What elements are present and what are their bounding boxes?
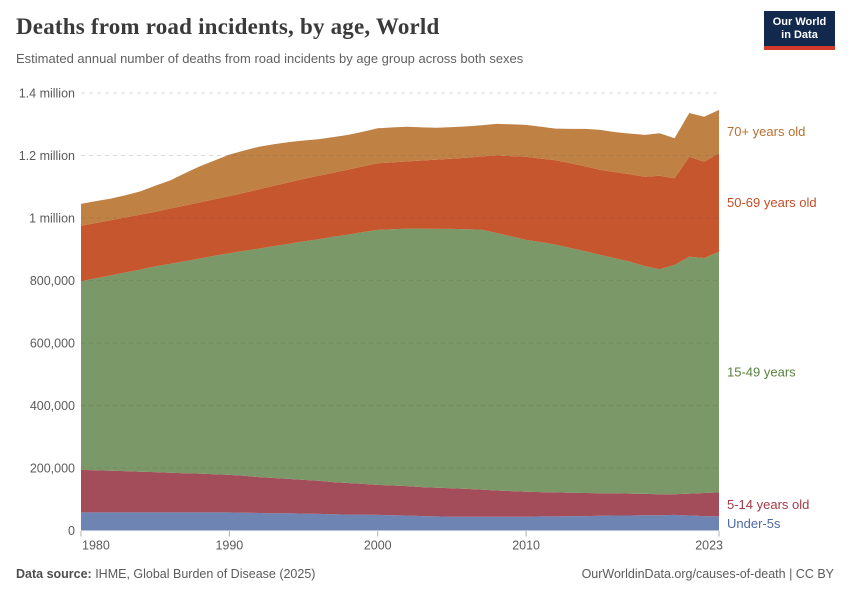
x-axis-tick-label: 2000 xyxy=(364,539,392,553)
legend-label-under-5s: Under-5s xyxy=(727,516,781,531)
x-axis-tick-label: 1980 xyxy=(82,539,110,553)
owid-logo-line2: in Data xyxy=(781,29,818,41)
page-title: Deaths from road incidents, by age, Worl… xyxy=(16,14,440,39)
data-source-value: IHME, Global Burden of Disease (2025) xyxy=(91,567,316,581)
y-axis-tick-label: 0 xyxy=(68,524,75,538)
area-under-5s xyxy=(81,512,719,531)
area-5-14-years-old xyxy=(81,469,719,517)
page-subtitle: Estimated annual number of deaths from r… xyxy=(16,51,524,66)
y-axis-tick-label: 1 million xyxy=(29,212,75,226)
y-axis-tick-label: 1.2 million xyxy=(19,149,75,163)
data-source-note: Data source: IHME, Global Burden of Dise… xyxy=(16,567,315,581)
owid-logo-line1: Our World xyxy=(772,16,827,28)
y-axis-tick-label: 800,000 xyxy=(30,274,75,288)
y-axis-tick-label: 600,000 xyxy=(30,337,75,351)
legend-label-5-14-years-old: 5-14 years old xyxy=(727,497,809,512)
legend-label-15-49-years: 15-49 years xyxy=(727,365,796,380)
area-15-49-years xyxy=(81,228,719,495)
area-70-years-old xyxy=(81,109,719,226)
credit-link[interactable]: OurWorldinData.org/causes-of-death | CC … xyxy=(581,567,834,581)
owid-logo: Our World in Data xyxy=(764,11,835,50)
x-axis-tick-label: 2010 xyxy=(512,539,540,553)
x-axis-tick-label: 1990 xyxy=(215,539,243,553)
data-source-label: Data source: xyxy=(16,567,92,581)
footer: Data source: IHME, Global Burden of Dise… xyxy=(16,567,834,581)
y-axis-tick-label: 200,000 xyxy=(30,462,75,476)
x-axis-tick-label: 2023 xyxy=(695,539,723,553)
legend-label-50-69-years-old: 50-69 years old xyxy=(727,195,817,210)
y-axis-tick-label: 400,000 xyxy=(30,399,75,413)
owid-logo-accent-bar xyxy=(764,46,835,50)
area-50-69-years-old xyxy=(81,153,719,282)
legend-label-70-years-old: 70+ years old xyxy=(727,124,805,139)
owid-logo-box: Our World in Data xyxy=(764,11,835,46)
y-axis-tick-label: 1.4 million xyxy=(19,87,75,101)
